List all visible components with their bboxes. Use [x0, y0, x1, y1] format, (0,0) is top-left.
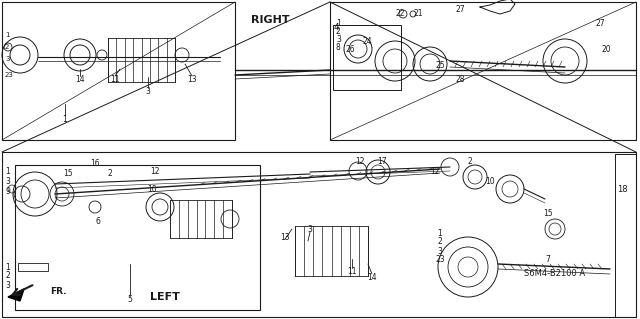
Text: 27: 27 [595, 19, 605, 27]
Bar [2, 2, 235, 140]
Text: 9: 9 [5, 187, 10, 196]
Text: 15: 15 [63, 169, 73, 179]
Text: 8: 8 [336, 42, 340, 51]
Text: 10: 10 [485, 176, 495, 186]
Text: 15: 15 [543, 210, 553, 219]
Text: 12: 12 [430, 167, 440, 175]
Text: 18: 18 [618, 184, 628, 194]
Text: 1: 1 [336, 19, 340, 27]
Bar [333, 25, 401, 90]
Text: 5: 5 [127, 294, 132, 303]
Text: 1: 1 [63, 115, 67, 123]
Text: 17: 17 [377, 157, 387, 166]
Text: 1: 1 [438, 228, 442, 238]
Text: 6: 6 [95, 217, 100, 226]
Text: 2: 2 [108, 169, 113, 179]
Text: 2: 2 [5, 271, 10, 280]
Text: 13: 13 [187, 75, 197, 84]
Text: 14: 14 [75, 75, 85, 84]
Bar [330, 2, 636, 140]
Text: 25: 25 [435, 61, 445, 70]
Text: 21: 21 [413, 9, 423, 18]
Text: 3: 3 [336, 34, 341, 43]
Text: FR.: FR. [50, 286, 67, 295]
Polygon shape [8, 289, 24, 301]
Text: RIGHT: RIGHT [251, 15, 289, 25]
Text: 26: 26 [345, 46, 355, 55]
Bar [2, 152, 636, 317]
Text: 3: 3 [5, 176, 10, 186]
Text: 12: 12 [150, 167, 160, 175]
Text: 7: 7 [545, 255, 550, 263]
Text: 13: 13 [280, 233, 290, 241]
Text: 20: 20 [601, 44, 611, 54]
Text: 3: 3 [5, 56, 10, 62]
Text: 28: 28 [455, 75, 465, 84]
Text: 3: 3 [145, 86, 150, 95]
Text: S6M4-B2100 A: S6M4-B2100 A [524, 270, 586, 278]
Text: 10: 10 [147, 184, 157, 194]
Text: 16: 16 [90, 160, 100, 168]
Text: 11: 11 [110, 75, 120, 84]
Text: 2: 2 [5, 44, 10, 50]
Text: 11: 11 [348, 266, 356, 276]
Text: 12: 12 [355, 157, 365, 166]
Text: 1: 1 [5, 32, 10, 38]
Text: 4: 4 [333, 23, 339, 32]
Text: 23: 23 [435, 256, 445, 264]
Bar [18, 263, 48, 271]
Text: 2: 2 [468, 157, 472, 166]
Text: 3: 3 [5, 280, 10, 290]
Text: 2: 2 [336, 26, 340, 35]
Text: 1: 1 [5, 263, 10, 271]
Text: 23: 23 [5, 72, 14, 78]
Text: 27: 27 [455, 5, 465, 14]
Text: 3: 3 [308, 225, 312, 234]
Text: 1: 1 [5, 167, 10, 175]
Text: 22: 22 [396, 9, 404, 18]
Text: LEFT: LEFT [150, 292, 180, 302]
Text: 2: 2 [438, 238, 442, 247]
Bar [15, 165, 260, 310]
Text: 14: 14 [367, 272, 377, 281]
Text: 3: 3 [438, 247, 442, 256]
Text: 24: 24 [362, 36, 372, 46]
